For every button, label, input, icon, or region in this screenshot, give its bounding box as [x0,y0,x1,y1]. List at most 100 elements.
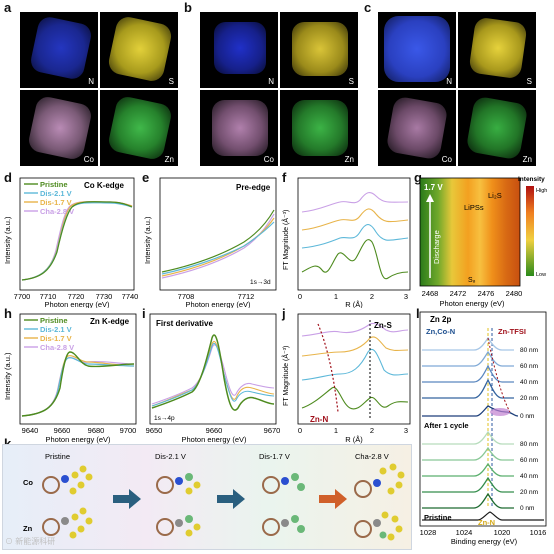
molecule-pristine-zn [42,507,93,539]
map-label: S [526,77,532,86]
series-pristine [21,201,133,281]
map-label: Co [441,155,452,164]
depth-label: 80 nm [520,347,538,354]
tick-label: 7712 [238,292,255,301]
chart-title: First derivative [156,319,213,328]
series-dis21 [21,202,133,281]
series-pristine [301,239,409,280]
depth-label: 80 nm [520,441,538,448]
colorbar-high: High [536,188,547,194]
map-label: Zn [344,155,354,164]
y-axis-label: FT Magnitude (Å⁻³) [281,346,290,406]
map-b-s: S [280,12,358,88]
molecule-cha28-co [354,463,405,498]
li2s-label: Li₂S [488,191,502,200]
xps-top-60 [422,350,514,367]
y-axis-label: FT Magnitude (Å⁻³) [281,210,290,270]
series-dis21 [161,221,275,275]
chart-title: Co K-edge [84,181,125,190]
xps-pristine [422,511,544,521]
row-label-co: Co [23,478,33,487]
depth-label: 0 nm [520,505,534,512]
map-label: Co [83,155,94,164]
zn-n-trend [317,323,339,413]
schematic-panel: Pristine Dis-2.1 V Dis-1.7 V Cha-2.8 V C… [2,444,412,550]
tick-label: 0 [298,292,302,301]
panel-label-a: a [4,0,12,15]
legend-h: Pristine Dis-2.1 V Dis-1.7 V Cha-2.8 V [24,316,74,352]
chart-ft-co: FT Magnitude (Å⁻³) 0 1 2 3 R (Å) [281,177,411,308]
panel-label-f: f [282,170,287,185]
tick-label: 9650 [146,426,163,435]
series-pristine [151,334,275,411]
peak-label-zn-co-n: Zn,Co-N [426,327,455,336]
x-axis-label: Photon energy (eV) [181,435,247,444]
map-label: Zn [522,155,532,164]
panel-label-k: k [4,436,11,451]
xps-top-20 [422,378,514,399]
molecule-pristine-co [42,465,93,495]
tick-label: 2 [370,292,374,301]
series-cha28 [301,191,409,213]
series-dis17 [161,217,275,277]
map-label: Co [263,155,274,164]
tick-label: 9670 [264,426,280,435]
series-dis21 [301,223,409,249]
map-label: S [348,77,354,86]
heatmap [419,177,521,287]
tick-label: 9660 [54,426,71,435]
arrow-3 [319,489,347,509]
chart-title: Zn 2p [430,315,451,324]
legend-cha28: Cha-2.8 V [40,343,74,352]
row-label-zn: Zn [23,524,33,533]
panel-label-g: g [414,170,422,185]
panel-label-b: b [184,0,192,15]
chart-co-k-edge: Pristine Dis-2.1 V Dis-1.7 V Cha-2.8 V C… [3,177,138,308]
map-a-co: Co [20,90,98,166]
arrow-1 [113,489,141,509]
chart-pre-edge: Pre-edge 1s→3d Intensity (a.u.) 7708 771… [143,177,277,308]
map-a-n: N [20,12,98,88]
tick-label: 1 [334,426,338,435]
tick-label: 2468 [422,289,439,298]
tick-label: 2472 [450,289,467,298]
panel-label-c: c [364,0,372,15]
map-label: S [168,77,174,86]
chart-ft-zn: Zn-S Zn-N FT Magnitude (Å⁻³) 0 1 2 3 R (… [281,313,411,444]
lips-label: LiPSs [464,203,484,212]
transition-note: 1s→3d [250,279,271,286]
series-cha28 [301,322,409,337]
xps-bot-80 [422,430,514,445]
depth-label: 40 nm [520,379,538,386]
molecule-cha28-zn [354,511,403,541]
legend-dis17: Dis-1.7 V [40,334,72,343]
tfsi-trend [487,337,511,413]
tick-label: 2480 [506,289,523,298]
y-axis-label: Intensity (a.u.) [3,352,12,400]
transition-note: 1s→4p [154,415,175,422]
tick-label: 9680 [88,426,105,435]
tick-label: 7708 [178,292,195,301]
depth-label: 40 nm [520,473,538,480]
colorbar-low: Low [536,272,546,278]
x-axis-label: Photon energy (eV) [45,435,111,444]
s8-label: S₈ [468,277,476,284]
panel-label-j: j [282,306,286,321]
x-axis-label: Photon energy (eV) [185,300,251,308]
schematic-svg: Pristine Dis-2.1 V Dis-1.7 V Cha-2.8 V C… [23,452,405,541]
colorbar-title: Intensity [518,176,545,183]
series-pristine [301,386,409,410]
tick-label: 7730 [96,292,113,301]
molecule-dis21-zn [156,515,201,537]
series-cha28 [21,201,133,281]
tick-label: 1020 [494,528,511,537]
panel-label-h: h [4,306,12,321]
map-b-zn: Zn [280,90,358,166]
tick-label: 3 [404,426,408,435]
series-cha28 [151,344,275,405]
map-a-zn: Zn [100,90,178,166]
tick-label: 9640 [22,426,39,435]
series-dis21 [21,357,135,417]
map-b-n: N [200,12,278,88]
x-axis-label: Binding energy (eV) [451,537,518,546]
